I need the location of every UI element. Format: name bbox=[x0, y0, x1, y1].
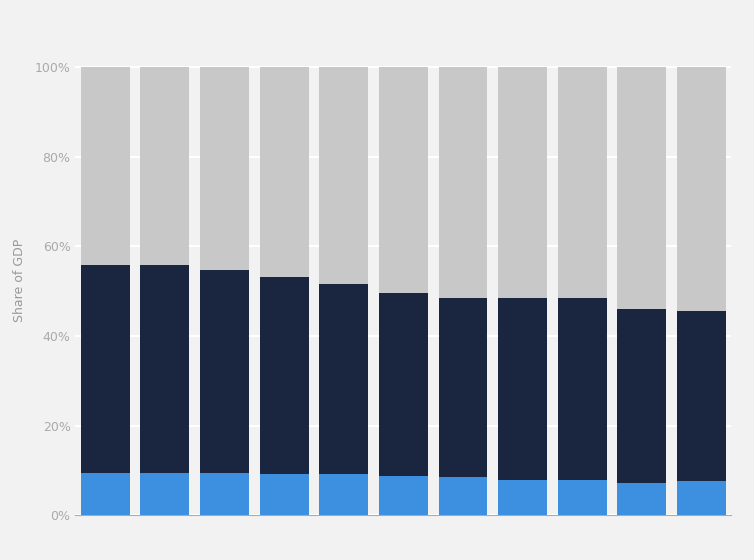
Bar bbox=[439, 298, 488, 477]
Bar bbox=[618, 483, 667, 515]
Bar bbox=[200, 270, 249, 473]
Bar bbox=[558, 480, 607, 515]
Bar bbox=[677, 480, 726, 515]
Bar bbox=[319, 283, 368, 474]
Bar bbox=[259, 277, 308, 474]
Bar bbox=[379, 476, 428, 515]
Bar bbox=[140, 265, 189, 473]
Bar bbox=[498, 67, 547, 298]
Bar bbox=[259, 474, 308, 515]
Bar bbox=[200, 67, 249, 270]
Bar bbox=[81, 265, 130, 473]
Bar bbox=[439, 477, 488, 515]
Bar bbox=[558, 298, 607, 480]
Bar bbox=[81, 473, 130, 515]
Y-axis label: Share of GDP: Share of GDP bbox=[14, 239, 26, 321]
Bar bbox=[498, 298, 547, 480]
Bar bbox=[558, 67, 607, 298]
Bar bbox=[140, 67, 189, 265]
Bar bbox=[677, 311, 726, 480]
Bar bbox=[319, 474, 368, 515]
Bar bbox=[618, 67, 667, 309]
Bar bbox=[379, 292, 428, 476]
Bar bbox=[200, 473, 249, 515]
Bar bbox=[379, 67, 428, 292]
Bar bbox=[140, 473, 189, 515]
Bar bbox=[439, 67, 488, 298]
Bar bbox=[319, 67, 368, 283]
Bar bbox=[498, 480, 547, 515]
Bar bbox=[81, 67, 130, 265]
Bar bbox=[618, 309, 667, 483]
Bar bbox=[677, 67, 726, 311]
Bar bbox=[259, 67, 308, 277]
